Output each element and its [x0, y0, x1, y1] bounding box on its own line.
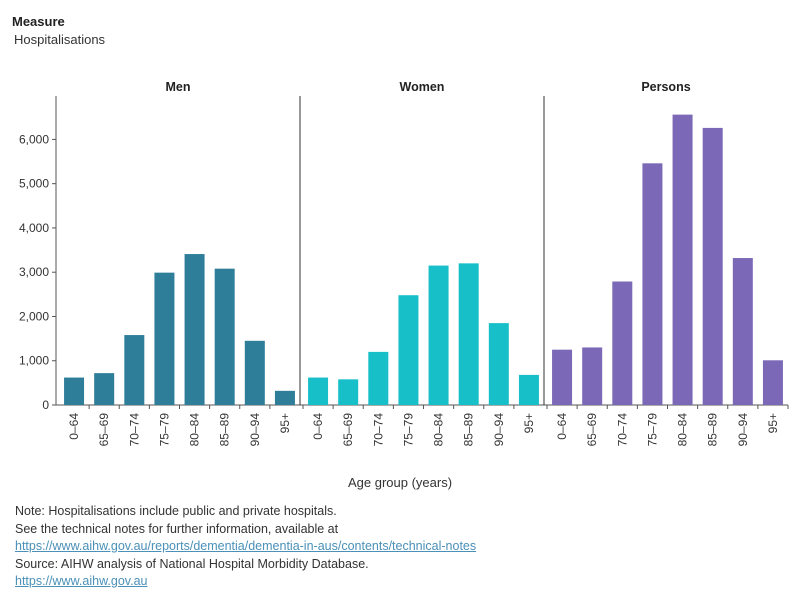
x-tick-label: 85–89 — [218, 413, 232, 447]
bar-persons-5 — [702, 127, 723, 405]
hospitalisations-bar-chart: 0 1,000 2,000 3,000 4,000 5,000 6,000 Men 0–64 65… — [19, 80, 789, 490]
x-tick-label: 75–79 — [157, 413, 171, 447]
bar-women-2 — [368, 351, 389, 405]
x-tick-label: 80–84 — [432, 413, 446, 447]
chart-notes: Note: Hospitalisations include public an… — [15, 503, 476, 591]
bar-men-1 — [94, 373, 115, 405]
panel-title-women: Women — [400, 80, 445, 94]
bar-women-7 — [518, 374, 539, 405]
x-tick-label: 0–64 — [555, 413, 569, 440]
x-tick-label: 70–74 — [615, 413, 629, 447]
panel-title-men: Men — [166, 80, 191, 94]
measure-filter: Measure Hospitalisations — [12, 14, 105, 47]
bar-persons-1 — [582, 347, 603, 405]
x-tick-label: 70–74 — [371, 413, 385, 447]
technical-notes-link[interactable]: https://www.aihw.gov.au/reports/dementia… — [15, 539, 477, 553]
y-tick-label: 3,000 — [19, 265, 49, 279]
y-tick-label: 1,000 — [19, 354, 49, 368]
bar-women-6 — [488, 323, 509, 405]
source-text: Source: AIHW analysis of National Hospit… — [15, 556, 369, 571]
x-tick-label: 70–74 — [127, 413, 141, 447]
x-tick-label: 75–79 — [401, 413, 415, 447]
bar-persons-7 — [762, 360, 783, 405]
bar-persons-2 — [612, 281, 633, 405]
bar-persons-3 — [642, 163, 663, 405]
bar-women-0 — [308, 377, 329, 405]
y-tick-label: 2,000 — [19, 309, 49, 323]
measure-value: Hospitalisations — [14, 32, 106, 47]
bar-persons-4 — [672, 114, 693, 405]
bar-men-5 — [214, 268, 235, 405]
y-tick-label: 6,000 — [19, 132, 49, 146]
bar-women-5 — [458, 263, 479, 405]
panel-title-persons: Persons — [641, 80, 690, 94]
bar-men-2 — [124, 335, 145, 405]
x-tick-label: 65–69 — [585, 413, 599, 447]
x-tick-label: 0–64 — [311, 413, 325, 440]
bar-women-1 — [338, 379, 359, 405]
x-tick-label: 80–84 — [188, 413, 202, 447]
y-tick-label: 4,000 — [19, 221, 49, 235]
bar-women-4 — [428, 265, 449, 405]
bar-men-3 — [154, 272, 175, 405]
bar-men-6 — [244, 340, 265, 405]
x-tick-label: 65–69 — [341, 413, 355, 447]
y-tick-label: 5,000 — [19, 177, 49, 191]
x-tick-label: 85–89 — [706, 413, 720, 447]
x-tick-label: 90–94 — [492, 413, 506, 447]
bar-persons-0 — [552, 349, 573, 405]
x-tick-label: 85–89 — [462, 413, 476, 447]
x-tick-label: 0–64 — [67, 413, 81, 440]
bar-persons-6 — [732, 258, 753, 405]
aihw-link[interactable]: https://www.aihw.gov.au — [15, 574, 148, 588]
x-tick-label: 90–94 — [736, 413, 750, 447]
x-tick-label: 90–94 — [248, 413, 262, 447]
measure-label: Measure — [12, 14, 65, 29]
x-tick-label: 95+ — [278, 413, 292, 433]
bar-men-7 — [274, 390, 295, 405]
x-axis-title: Age group (years) — [348, 475, 452, 490]
x-tick-label: 95+ — [766, 413, 780, 433]
y-tick-label: 0 — [42, 398, 49, 412]
note-text: Note: Hospitalisations include public an… — [15, 504, 337, 518]
x-tick-label: 80–84 — [676, 413, 690, 447]
bar-men-0 — [64, 377, 85, 405]
x-tick-label: 75–79 — [645, 413, 659, 447]
x-tick-label: 95+ — [522, 413, 536, 433]
technical-notes-text: See the technical notes for further info… — [15, 521, 339, 536]
bar-men-4 — [184, 254, 205, 405]
x-tick-label: 65–69 — [97, 413, 111, 447]
bar-women-3 — [398, 295, 419, 405]
